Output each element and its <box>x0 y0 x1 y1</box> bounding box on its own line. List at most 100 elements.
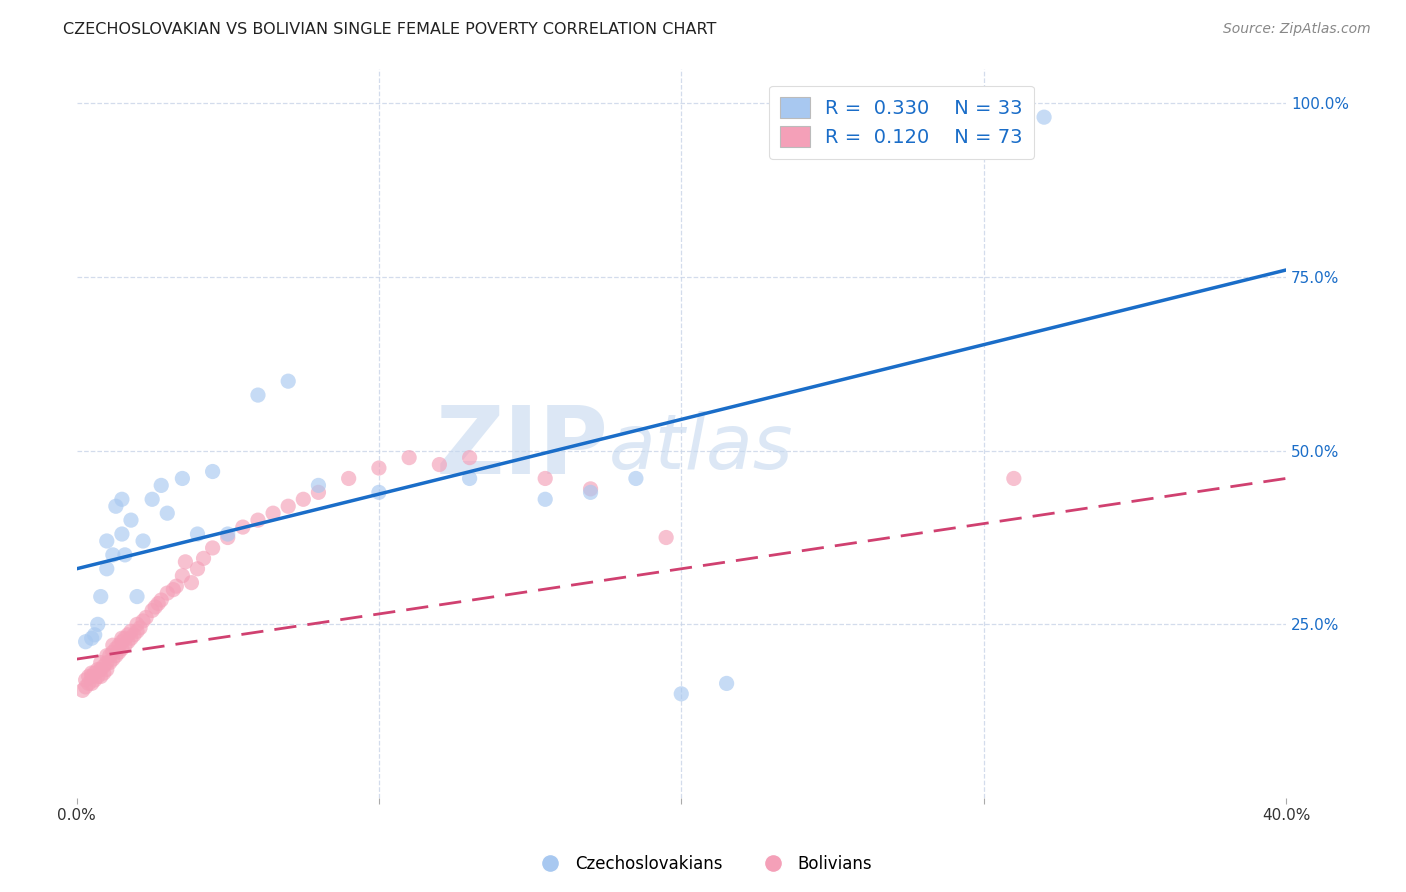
Point <box>201 541 224 555</box>
Point <box>186 527 208 541</box>
Point <box>579 485 602 500</box>
Point <box>129 621 152 635</box>
Point <box>117 628 139 642</box>
Point <box>1002 471 1025 485</box>
Point <box>96 533 118 548</box>
Point <box>75 634 97 648</box>
Point <box>96 648 118 663</box>
Point <box>80 676 103 690</box>
Point <box>655 531 678 545</box>
Point <box>83 673 105 687</box>
Point <box>180 575 202 590</box>
Point <box>217 531 239 545</box>
Point <box>77 669 100 683</box>
Point <box>156 586 179 600</box>
Point <box>162 582 184 597</box>
Point <box>111 641 134 656</box>
Point <box>93 659 115 673</box>
Point <box>108 638 131 652</box>
Point <box>398 450 420 465</box>
Point <box>141 492 163 507</box>
Text: CZECHOSLOVAKIAN VS BOLIVIAN SINGLE FEMALE POVERTY CORRELATION CHART: CZECHOSLOVAKIAN VS BOLIVIAN SINGLE FEMAL… <box>63 22 717 37</box>
Point <box>217 527 239 541</box>
Point <box>90 669 112 683</box>
Point <box>98 656 121 670</box>
Point <box>93 665 115 680</box>
Point <box>174 555 197 569</box>
Point <box>117 634 139 648</box>
Point <box>77 676 100 690</box>
Point <box>87 663 110 677</box>
Point <box>624 471 647 485</box>
Point <box>96 656 118 670</box>
Point <box>534 471 557 485</box>
Point <box>201 465 224 479</box>
Point <box>150 478 173 492</box>
Point <box>80 665 103 680</box>
Point <box>262 506 284 520</box>
Point <box>172 568 194 582</box>
Point <box>104 648 127 663</box>
Point <box>125 617 148 632</box>
Point <box>579 482 602 496</box>
Point <box>125 590 148 604</box>
Point <box>101 652 124 666</box>
Point <box>337 471 360 485</box>
Y-axis label: Single Female Poverty: Single Female Poverty <box>0 348 7 518</box>
Point <box>307 485 329 500</box>
Point <box>292 492 315 507</box>
Point <box>111 632 134 646</box>
Point <box>429 458 451 472</box>
Point <box>101 638 124 652</box>
Point <box>75 680 97 694</box>
Point <box>120 513 142 527</box>
Point <box>108 645 131 659</box>
Point <box>186 562 208 576</box>
Point <box>114 638 136 652</box>
Point <box>148 597 170 611</box>
Point <box>193 551 215 566</box>
Point <box>80 632 103 646</box>
Point <box>716 676 738 690</box>
Legend: Czechoslovakians, Bolivians: Czechoslovakians, Bolivians <box>527 848 879 880</box>
Point <box>101 645 124 659</box>
Point <box>172 471 194 485</box>
Legend: R =  0.330    N = 33, R =  0.120    N = 73: R = 0.330 N = 33, R = 0.120 N = 73 <box>769 86 1035 159</box>
Point <box>104 641 127 656</box>
Point <box>87 669 110 683</box>
Point <box>75 673 97 687</box>
Point <box>246 513 269 527</box>
Point <box>307 478 329 492</box>
Point <box>101 548 124 562</box>
Point <box>150 593 173 607</box>
Point <box>120 624 142 639</box>
Point <box>120 632 142 646</box>
Point <box>111 634 134 648</box>
Point <box>87 617 110 632</box>
Point <box>83 665 105 680</box>
Point <box>458 471 481 485</box>
Text: ZIP: ZIP <box>436 402 609 494</box>
Point <box>1033 110 1056 124</box>
Point <box>80 669 103 683</box>
Point <box>132 533 155 548</box>
Point <box>143 599 166 614</box>
Point <box>111 492 134 507</box>
Point <box>534 492 557 507</box>
Point <box>104 500 127 514</box>
Point <box>90 656 112 670</box>
Point <box>246 388 269 402</box>
Point <box>114 632 136 646</box>
Point <box>165 579 187 593</box>
Point <box>122 628 145 642</box>
Point <box>135 610 157 624</box>
Point <box>83 628 105 642</box>
Text: Source: ZipAtlas.com: Source: ZipAtlas.com <box>1223 22 1371 37</box>
Point <box>277 500 299 514</box>
Text: atlas: atlas <box>609 411 793 485</box>
Point <box>277 374 299 388</box>
Point <box>96 562 118 576</box>
Point <box>114 548 136 562</box>
Point <box>458 450 481 465</box>
Point <box>111 527 134 541</box>
